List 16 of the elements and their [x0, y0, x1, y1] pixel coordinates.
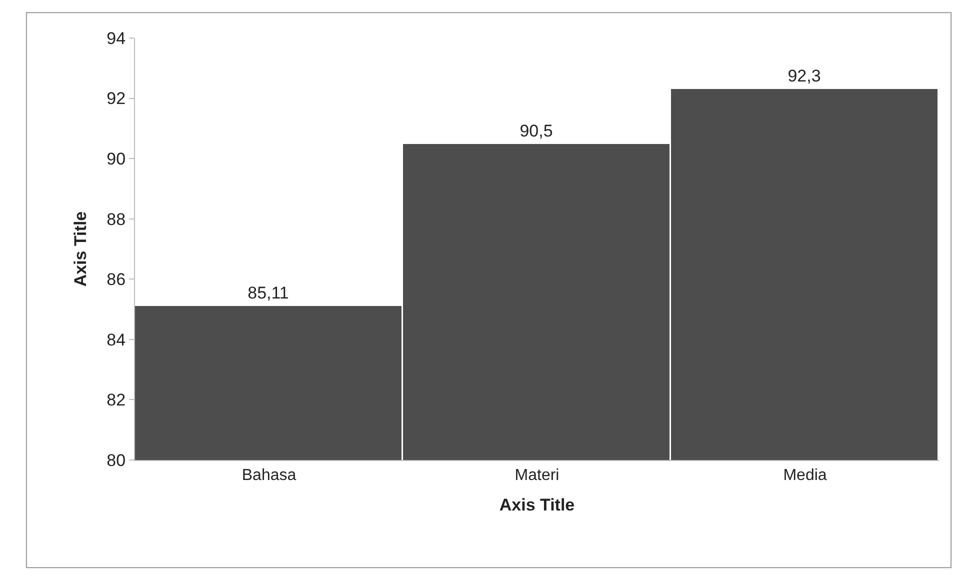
y-tick-label: 82 — [106, 390, 126, 410]
y-tick-label: 90 — [106, 150, 126, 169]
data-label: 90,5 — [520, 121, 553, 140]
y-tick-label: 92 — [106, 89, 126, 108]
data-label: 92,3 — [788, 66, 821, 86]
y-axis-title: Axis Title — [71, 211, 90, 287]
x-tick-label: Materi — [514, 467, 560, 484]
x-axis-title: Axis Title — [499, 496, 575, 515]
y-tick-label: 88 — [106, 210, 126, 229]
x-tick-label: Media — [783, 467, 827, 484]
y-tick-label: 80 — [106, 450, 126, 470]
y-tick-label: 84 — [106, 330, 126, 350]
x-tick-label: Bahasa — [242, 467, 296, 484]
y-tick-label: 86 — [106, 270, 126, 290]
y-tick-label: 94 — [106, 28, 126, 48]
data-label: 85,11 — [248, 283, 289, 302]
